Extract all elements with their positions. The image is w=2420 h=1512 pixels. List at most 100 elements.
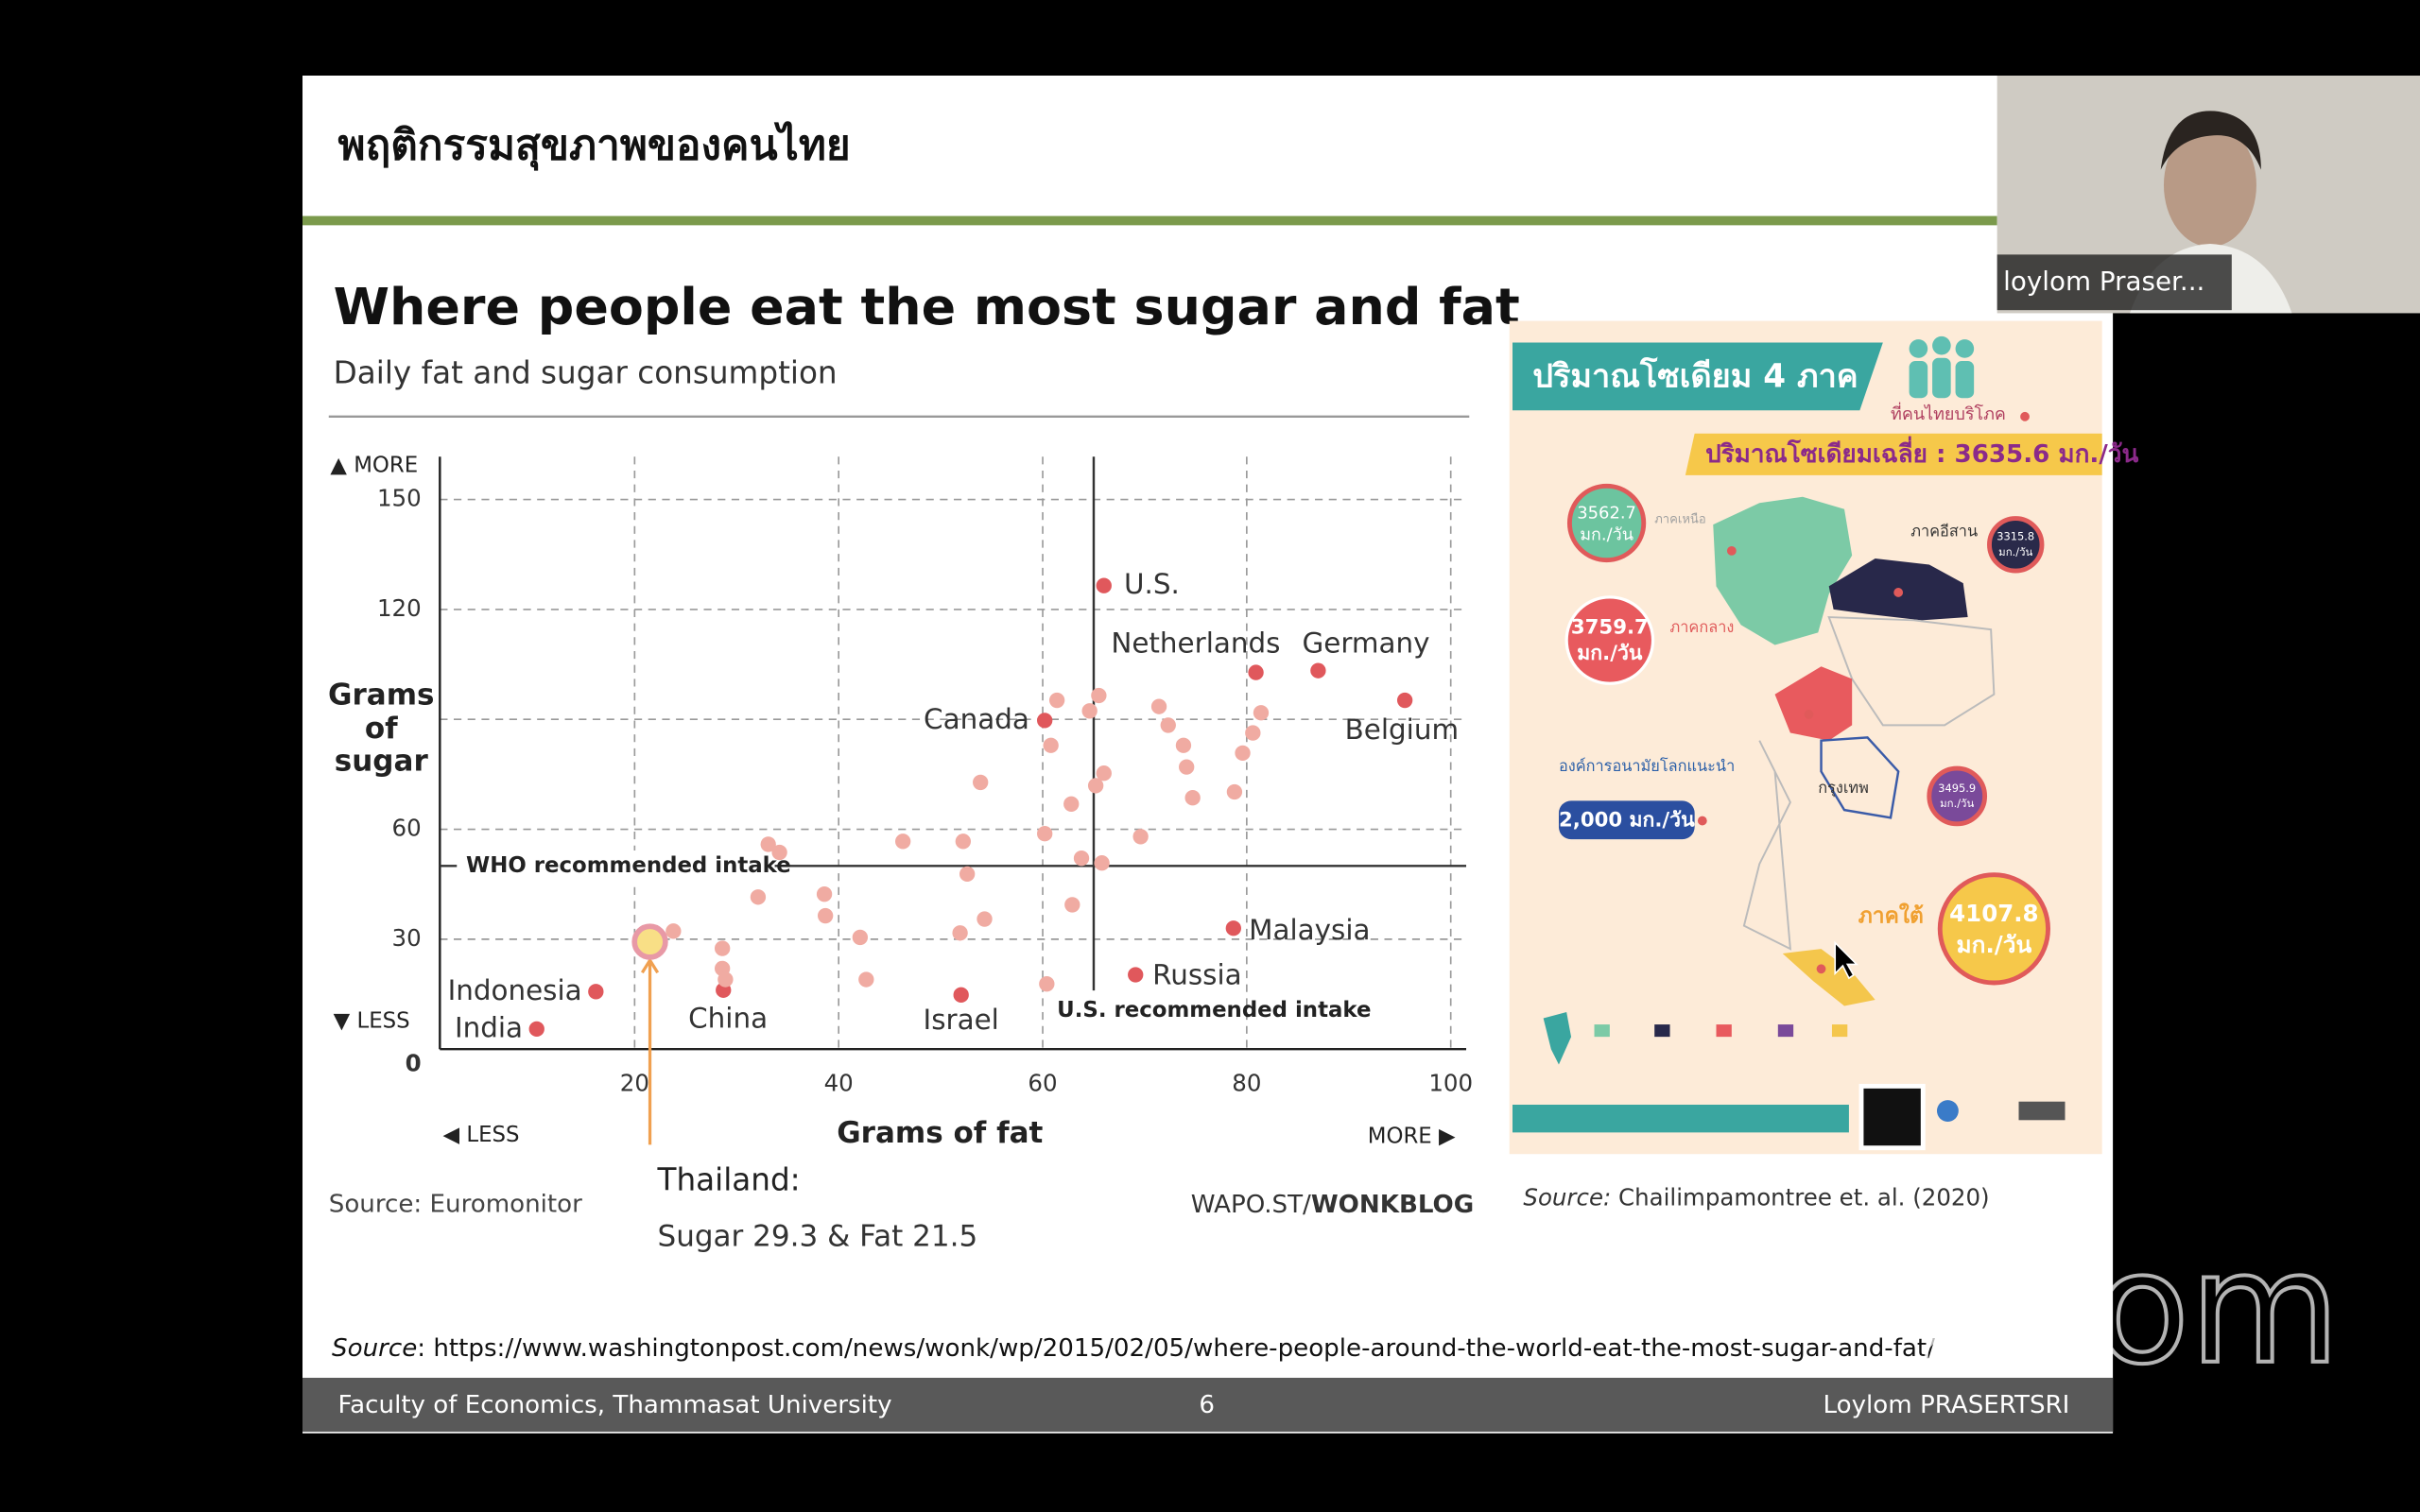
point xyxy=(1310,662,1326,679)
point xyxy=(1226,783,1243,800)
point xyxy=(1184,790,1201,806)
map-east xyxy=(1820,736,1900,819)
point xyxy=(528,1021,544,1038)
footer-bar xyxy=(302,1377,2114,1433)
point xyxy=(631,923,668,960)
credit-plain: WAPO.ST/ xyxy=(1191,1191,1311,1219)
dot xyxy=(1893,588,1904,597)
map-outline xyxy=(1827,616,1996,727)
cursor xyxy=(1834,940,1859,980)
y-tick-label: 60 xyxy=(392,815,422,842)
point xyxy=(1081,703,1098,719)
chart-subtitle: Daily fat and sugar consumption xyxy=(334,355,838,391)
south-value: 4107.8 xyxy=(1949,900,2038,927)
info-source-label: Source: xyxy=(1523,1184,1611,1211)
bangkok-circle xyxy=(1927,765,1988,827)
y-axis-title: sugar xyxy=(335,745,429,779)
chart-credit: WAPO.ST/WONKBLOG xyxy=(1191,1191,1474,1219)
bangkok-value: 3495.9 xyxy=(1938,782,1976,795)
point xyxy=(1179,759,1195,775)
point-label: U.S. xyxy=(1124,568,1180,600)
point xyxy=(973,774,989,791)
slide-title: พฤติกรรมสุขภาพของคนไทย xyxy=(338,121,851,172)
x-axis-title: Grams of fat xyxy=(837,1116,1043,1150)
point xyxy=(1037,713,1053,729)
point xyxy=(1248,664,1264,680)
x-tick-label: 20 xyxy=(620,1070,649,1097)
x-more: MORE ▶ xyxy=(1368,1125,1456,1149)
central-unit: มก./วัน xyxy=(1577,642,1643,665)
point-label: India xyxy=(455,1011,523,1043)
map-south xyxy=(1782,949,1876,1006)
point xyxy=(1132,829,1149,845)
south-unit: มก./วัน xyxy=(1957,931,2032,958)
info-banner xyxy=(1512,342,1883,411)
who-label: องค์การอนามัยโลกแนะนำ xyxy=(1559,757,1735,775)
dot xyxy=(2020,411,2030,421)
point xyxy=(1396,692,1413,709)
footer-left: Faculty of Economics, Thammasat Universi… xyxy=(338,1391,892,1419)
point-label: Russia xyxy=(1152,959,1241,991)
y-tick-label: 0 xyxy=(406,1050,422,1077)
qr-code xyxy=(1858,1083,1926,1151)
legend-swatches xyxy=(1543,1012,1848,1065)
point xyxy=(750,889,767,905)
y-less: ▼ LESS xyxy=(334,1008,410,1033)
y-tick-label: 120 xyxy=(377,594,422,622)
north-circle xyxy=(1566,483,1647,563)
northeast-circle xyxy=(1987,516,2045,574)
bangkok-unit: มก./วัน xyxy=(1940,797,1974,810)
info-title: ปริมาณโซเดียม 4 ภาค xyxy=(1532,356,1858,395)
y-more: ▲ MORE xyxy=(330,454,418,478)
northeast-value: 3315.8 xyxy=(1996,530,2034,543)
point-label: Netherlands xyxy=(1111,627,1280,660)
point-label: Indonesia xyxy=(448,974,582,1006)
south-label: ภาคใต้ xyxy=(1858,902,1924,928)
point xyxy=(1063,796,1080,812)
point xyxy=(858,971,874,988)
footer-page: 6 xyxy=(1199,1391,1215,1419)
map-west xyxy=(1742,740,1792,951)
point xyxy=(816,886,833,902)
point-label: China xyxy=(688,1002,768,1034)
zoom-watermark: zoom xyxy=(1920,1218,2340,1399)
point xyxy=(771,844,787,861)
point xyxy=(953,987,969,1003)
dot xyxy=(1726,545,1737,556)
annotation: Sugar 29.3 & Fat 21.5 xyxy=(658,1219,978,1253)
who-value: 2,000 มก./วัน xyxy=(1559,809,1695,833)
map-north xyxy=(1713,496,1853,645)
participant-hair xyxy=(2160,111,2261,170)
point xyxy=(1225,920,1241,936)
north-value: 3562.7 xyxy=(1577,504,1636,524)
point-label: Germany xyxy=(1303,627,1430,659)
point xyxy=(895,833,911,850)
point xyxy=(1160,717,1176,733)
people-icon xyxy=(1909,335,1975,399)
central-circle xyxy=(1564,595,1655,685)
plot: 030609012015020406080100WHO recommended … xyxy=(377,456,1473,1145)
point xyxy=(1235,745,1251,762)
north-label: ภาคเหนือ xyxy=(1654,512,1705,527)
north-unit: มก./วัน xyxy=(1580,525,1634,545)
point xyxy=(1087,778,1104,794)
dot xyxy=(1697,816,1707,826)
participant-face xyxy=(2163,123,2256,248)
point xyxy=(817,907,834,924)
south-circle xyxy=(1937,872,2050,986)
point-label: Belgium xyxy=(1345,713,1459,746)
chart-title: Where people eat the most sugar and fat xyxy=(334,277,1520,336)
info-subtitle: ที่คนไทยบริโภค xyxy=(1891,402,2006,424)
slide-source: Source: https://www.washingtonpost.com/n… xyxy=(332,1333,1935,1362)
point xyxy=(952,925,968,941)
point-label: Canada xyxy=(924,703,1029,735)
y-axis-title: of xyxy=(365,712,398,746)
point-label: Israel xyxy=(924,1004,999,1036)
northeast-label: ภาคอีสาน xyxy=(1910,523,1978,541)
point-label: Malaysia xyxy=(1249,914,1370,946)
point xyxy=(1043,737,1059,753)
average-bar xyxy=(1685,433,2102,475)
x-tick-label: 100 xyxy=(1428,1070,1473,1097)
